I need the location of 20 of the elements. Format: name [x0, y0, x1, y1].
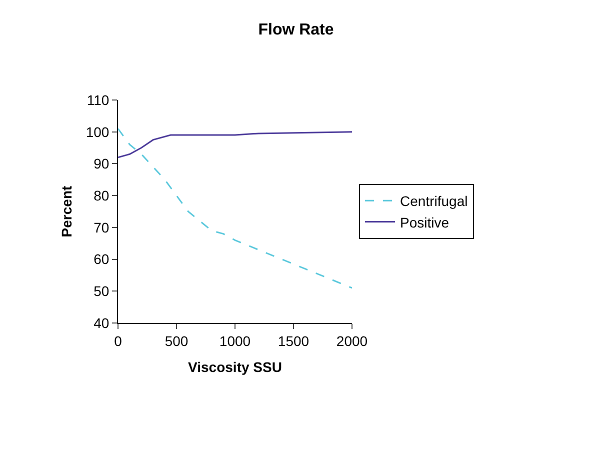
x-tick-label: 0: [114, 332, 122, 349]
line-series: [118, 128, 352, 289]
x-tick-label: 1500: [278, 332, 310, 349]
y-tick-label: 80: [94, 187, 110, 204]
line-series: [118, 131, 352, 158]
x-tick-label: 2000: [336, 332, 368, 349]
legend-label: Positive: [400, 214, 450, 230]
chart-title: Flow Rate: [258, 21, 334, 38]
x-tick-label: 500: [164, 332, 188, 349]
y-tick-label: 70: [94, 219, 110, 236]
y-tick-label: 60: [94, 251, 110, 268]
y-tick-label: 90: [94, 156, 110, 172]
legend-label: Centrifugal: [400, 193, 468, 210]
y-tick-label: 100: [86, 124, 110, 140]
y-tick-label: 50: [94, 283, 110, 300]
x-tick-label: 1000: [219, 332, 251, 349]
y-tick-label: 110: [86, 92, 110, 108]
x-axis-title: Viscosity SSU: [188, 359, 282, 376]
y-axis-title: Percent: [58, 185, 74, 238]
y-tick-label: 40: [94, 314, 110, 331]
